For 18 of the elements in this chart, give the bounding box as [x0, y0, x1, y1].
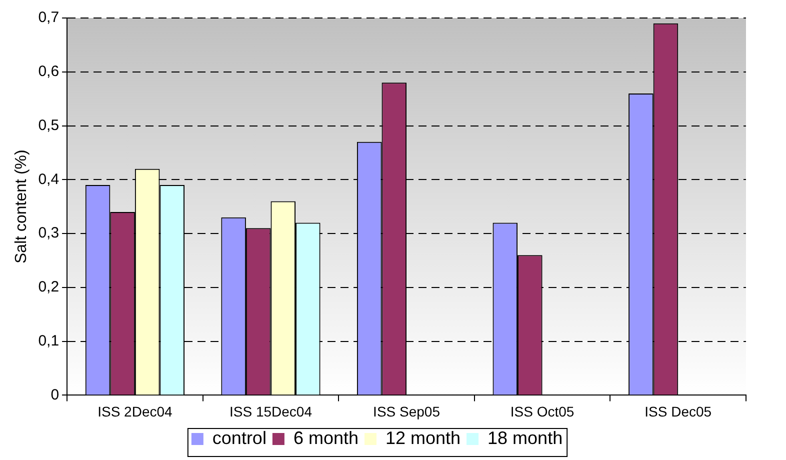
x-tick-label: ISS Dec05 [644, 403, 712, 420]
y-tick-label: 0,2 [38, 278, 60, 296]
y-tick-label: 0,5 [38, 116, 60, 134]
y-tick-label: 0,3 [38, 224, 60, 242]
x-tick-label: ISS Oct05 [510, 403, 574, 420]
x-tick-label: ISS Sep05 [373, 403, 440, 420]
y-tick-label: 0,4 [38, 170, 60, 188]
legend-label: 6 month [293, 428, 358, 448]
legend-label: 12 month [385, 428, 461, 448]
y-axis-title: Salt content (%) [13, 150, 30, 264]
y-tick-label: 0,1 [38, 332, 60, 350]
y-tick-label: 0,6 [38, 63, 60, 80]
y-tick-label: 0 [50, 386, 60, 404]
x-tick-label: ISS 2Dec04 [98, 403, 173, 420]
x-tick-label: ISS 15Dec04 [229, 403, 312, 420]
y-tick-label: 0,7 [38, 9, 60, 26]
legend-label: 18 month [488, 428, 563, 448]
legend-label: control [212, 428, 266, 448]
